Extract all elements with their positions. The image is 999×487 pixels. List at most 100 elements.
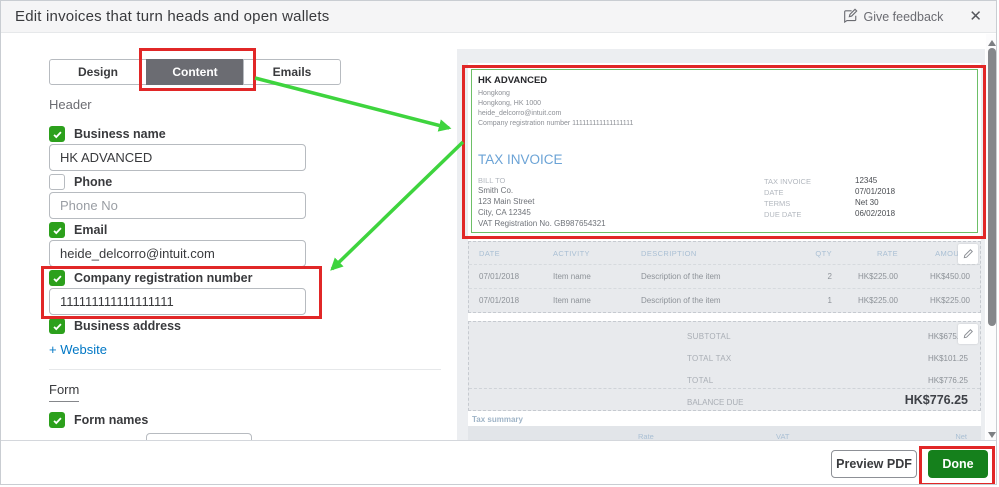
preview-address-line: Hongkong [478, 90, 510, 97]
vertical-scrollbar[interactable] [986, 34, 996, 444]
bill-to-line: 123 Main Street [478, 197, 535, 206]
tax-net-header: Net [955, 432, 967, 441]
scrollbar-thumb[interactable] [987, 48, 996, 326]
form-names-checkbox[interactable] [49, 412, 65, 428]
phone-label: Phone [74, 175, 113, 189]
business-name-checkbox[interactable] [49, 126, 65, 142]
col-date: DATE [479, 248, 501, 258]
totals-divider [469, 388, 980, 389]
col-qty: QTY [815, 248, 832, 258]
tax-vat-header: VAT [776, 432, 790, 441]
table-row: 07/01/2018 Item name Description of the … [469, 288, 980, 312]
dialog-footer: Preview PDF Done [1, 440, 996, 484]
business-address-row: Business address [49, 318, 181, 334]
tab-bar: Design Content Emails [49, 59, 341, 85]
company-registration-row: Company registration number [49, 270, 253, 286]
cell-amount: HK$225.00 [929, 296, 970, 305]
cell-qty: 2 [827, 272, 832, 281]
meta-value: Net 30 [855, 198, 879, 207]
cell-amount: HK$450.00 [929, 272, 970, 281]
balance-due-label: BALANCE DUE [687, 398, 744, 407]
table-row: 07/01/2018 Item name Description of the … [469, 264, 980, 288]
business-address-label: Business address [74, 319, 181, 333]
meta-label: DATE [764, 188, 784, 197]
cell-date: 07/01/2018 [479, 296, 520, 305]
invoice-preview-panel: HK ADVANCED Hongkong Hongkong, HK 1000 h… [457, 49, 985, 444]
tax-summary-label: Tax summary [472, 415, 523, 424]
form-names-row: Form names [49, 412, 148, 428]
invoice-preview-paper: HK ADVANCED Hongkong Hongkong, HK 1000 h… [468, 63, 981, 444]
dialog-header: Edit invoices that turn heads and open w… [1, 1, 996, 33]
give-feedback-button[interactable]: Give feedback [843, 8, 944, 26]
col-rate: RATE [876, 248, 898, 258]
cell-description: Description of the item [641, 272, 721, 281]
total-tax-label: TOTAL TAX [687, 354, 732, 363]
subtotal-label: SUBTOTAL [687, 332, 731, 341]
total-label: TOTAL [687, 376, 714, 385]
preview-address-line: Hongkong, HK 1000 [478, 100, 542, 107]
edit-totals-pencil-icon[interactable] [958, 324, 978, 344]
phone-row: Phone [49, 174, 112, 190]
preview-pdf-button[interactable]: Preview PDF [831, 450, 917, 478]
subtotal-value: HK$675.00 [927, 332, 968, 341]
cell-qty: 1 [827, 296, 832, 305]
tab-emails[interactable]: Emails [243, 59, 341, 85]
business-address-checkbox[interactable] [49, 318, 65, 334]
cell-activity: Item name [553, 296, 591, 305]
header-section-label: Header [49, 97, 92, 112]
section-divider [49, 369, 441, 370]
bill-to-line: VAT Registration No. GB987654321 [478, 219, 606, 228]
business-name-row: Business name [49, 126, 166, 142]
email-checkbox[interactable] [49, 222, 65, 238]
email-label: Email [74, 223, 108, 237]
balance-due-value: HK$776.25 [904, 393, 968, 407]
bill-to-line: City, CA 12345 [478, 208, 531, 217]
edit-table-pencil-icon[interactable] [958, 244, 978, 264]
done-button[interactable]: Done [928, 450, 988, 478]
meta-value: 12345 [855, 176, 878, 185]
company-registration-input[interactable] [49, 288, 306, 315]
cell-activity: Item name [553, 272, 591, 281]
preview-doc-title: TAX INVOICE [478, 152, 563, 167]
preview-registration-line: Company registration number 111111111111… [478, 120, 634, 127]
tab-design[interactable]: Design [49, 59, 147, 85]
add-website-link[interactable]: + Website [49, 342, 107, 357]
phone-checkbox[interactable] [49, 174, 65, 190]
preview-email-line: heide_delcorro@intuit.com [478, 110, 562, 117]
bill-to-label: BILL TO [478, 176, 506, 185]
preview-business-name: HK ADVANCED [478, 75, 548, 86]
email-row: Email [49, 222, 107, 238]
tax-summary-header: Rate VAT Net [468, 426, 981, 444]
phone-input[interactable] [49, 192, 306, 219]
items-table-header: DATE ACTIVITY DESCRIPTION QTY RATE AMOUN… [469, 242, 980, 264]
page-title: Edit invoices that turn heads and open w… [15, 8, 330, 25]
company-registration-checkbox[interactable] [49, 270, 65, 286]
business-name-label: Business name [74, 127, 166, 141]
col-activity: ACTIVITY [553, 248, 590, 258]
feedback-icon [843, 8, 858, 26]
meta-value: 07/01/2018 [855, 187, 896, 196]
meta-label: DUE DATE [764, 210, 802, 219]
cell-rate: HK$225.00 [857, 272, 898, 281]
cell-rate: HK$225.00 [857, 296, 898, 305]
form-section-label: Form [49, 382, 80, 402]
close-icon[interactable]: ✕ [969, 8, 982, 25]
invoice-header-block: HK ADVANCED Hongkong Hongkong, HK 1000 h… [471, 69, 978, 233]
company-registration-label: Company registration number [74, 271, 253, 285]
tab-content[interactable]: Content [146, 59, 244, 85]
form-name-input-clipped[interactable] [146, 433, 252, 444]
form-names-label: Form names [74, 413, 149, 427]
email-input[interactable] [49, 240, 306, 267]
scrollbar-down-icon[interactable] [988, 432, 996, 438]
total-tax-value: HK$101.25 [927, 354, 968, 363]
scrollbar-up-icon[interactable] [988, 40, 996, 46]
col-amount: AMOUNT [935, 248, 970, 258]
invoice-items-table: DATE ACTIVITY DESCRIPTION QTY RATE AMOUN… [468, 241, 981, 313]
give-feedback-label: Give feedback [863, 9, 944, 24]
business-name-input[interactable] [49, 144, 306, 171]
invoice-totals-block: SUBTOTAL HK$675.00 TOTAL TAX HK$101.25 T… [468, 321, 981, 411]
meta-label: TERMS [764, 199, 791, 208]
bill-to-line: Smith Co. [478, 186, 514, 195]
content-settings-panel: Design Content Emails Header Business na… [1, 33, 457, 444]
